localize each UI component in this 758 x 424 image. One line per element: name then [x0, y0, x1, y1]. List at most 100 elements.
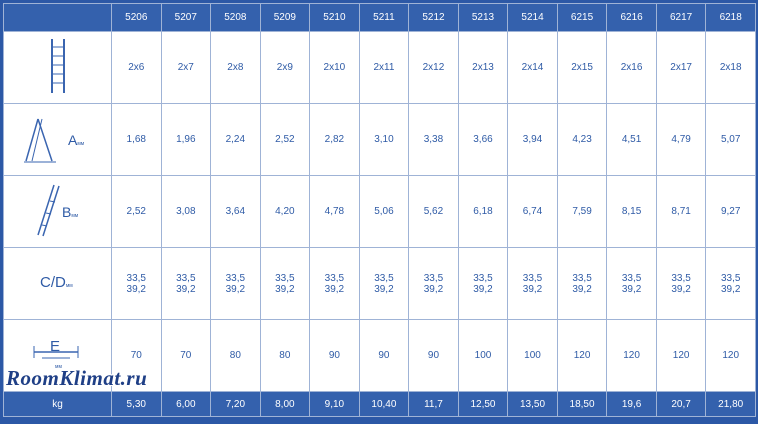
e-value: 100 — [507, 319, 558, 392]
weight-value: 9,10 — [309, 391, 360, 417]
weight-value: 18,50 — [556, 391, 608, 417]
weight-value: 21,80 — [705, 391, 756, 417]
model-6216: 6216 — [606, 3, 657, 32]
e-value: 100 — [457, 319, 509, 392]
weight-row: kg 5,30 6,00 7,20 8,00 9,10 10,40 11,7 1… — [3, 391, 756, 417]
a-value: 3,10 — [358, 103, 410, 176]
steps-value: 2x18 — [705, 31, 756, 104]
model-5214: 5214 — [507, 3, 558, 32]
header-corner — [3, 3, 112, 32]
model-5208: 5208 — [210, 3, 261, 32]
steps-value: 2x16 — [606, 31, 657, 104]
b-value: 2,52 — [111, 175, 162, 248]
steps-value: 2x6 — [111, 31, 162, 104]
cd-label-cell: C/Dмм — [3, 247, 112, 320]
steps-value: 2x13 — [457, 31, 509, 104]
e-value: 120 — [606, 319, 657, 392]
weight-value: 11,7 — [408, 391, 459, 417]
cd-row: C/Dмм 33,5 39,2 33,5 39,2 33,5 39,2 33,5 39,… — [3, 247, 756, 320]
a-value: 2,52 — [259, 103, 311, 176]
e-unit-label: мм — [55, 364, 62, 370]
cd-value: 33,5 39,2 — [408, 247, 459, 320]
steps-value: 2x12 — [408, 31, 459, 104]
weight-value: 5,30 — [111, 391, 162, 417]
a-value: 4,79 — [655, 103, 707, 176]
b-value: 4,78 — [309, 175, 360, 248]
e-value: 80 — [259, 319, 311, 392]
a-label-cell: Aмм — [3, 103, 112, 176]
steps-value: 2x15 — [556, 31, 608, 104]
steps-value: 2x8 — [210, 31, 261, 104]
b-label-cell: Bмм — [3, 175, 112, 248]
b-value: 5,06 — [358, 175, 410, 248]
e-value: 70 — [111, 319, 162, 392]
a-height-row: Aмм 1,68 1,96 2,24 2,52 2,82 3,10 3,38 3… — [3, 103, 756, 176]
steps-value: 2x14 — [507, 31, 558, 104]
e-value: 80 — [210, 319, 261, 392]
model-5207: 5207 — [160, 3, 212, 32]
b-value: 8,71 — [655, 175, 707, 248]
cd-value: 33,5 39,2 — [259, 247, 311, 320]
model-6215: 6215 — [556, 3, 608, 32]
a-value: 3,94 — [507, 103, 558, 176]
b-length-row: Bмм 2,52 3,08 3,64 4,20 4,78 5,06 5,62 6… — [3, 175, 756, 248]
e-value: 90 — [408, 319, 459, 392]
ladder-spec-table: 5206 5207 5208 5209 5210 5211 5212 5213 … — [3, 3, 756, 417]
a-value: 1,96 — [160, 103, 212, 176]
weight-value: 20,7 — [655, 391, 707, 417]
weight-label: kg — [3, 391, 112, 417]
steps-value: 2x10 — [309, 31, 360, 104]
b-value: 4,20 — [259, 175, 311, 248]
a-value: 4,23 — [556, 103, 608, 176]
steps-value: 2x7 — [160, 31, 212, 104]
a-value: 3,66 — [457, 103, 509, 176]
ladder-extended-icon — [37, 184, 60, 237]
e-dimension-label: E — [50, 338, 61, 355]
a-value: 2,24 — [210, 103, 261, 176]
b-value: 3,08 — [160, 175, 212, 248]
e-width-row: E мм 70 70 80 80 90 90 90 100 100 120 12… — [3, 319, 756, 392]
steps-label-cell — [3, 31, 112, 104]
model-5210: 5210 — [309, 3, 360, 32]
model-6218: 6218 — [705, 3, 756, 32]
steps-value: 2x11 — [358, 31, 410, 104]
e-value: 90 — [358, 319, 410, 392]
b-value: 7,59 — [556, 175, 608, 248]
cd-value: 33,5 39,2 — [556, 247, 608, 320]
cd-value: 33,5 39,2 — [457, 247, 509, 320]
e-value: 70 — [160, 319, 212, 392]
model-5211: 5211 — [358, 3, 410, 32]
cd-value: 33,5 39,2 — [655, 247, 707, 320]
model-5206: 5206 — [111, 3, 162, 32]
a-value: 2,82 — [309, 103, 360, 176]
model-5209: 5209 — [259, 3, 311, 32]
ladder-base-width-icon — [33, 346, 79, 359]
b-value: 3,64 — [210, 175, 261, 248]
e-label-cell: E мм — [3, 319, 112, 392]
cd-value: 33,5 39,2 — [507, 247, 558, 320]
steps-value: 2x9 — [259, 31, 311, 104]
a-dimension-label: Aмм — [68, 132, 85, 148]
ladder-a-frame-icon — [24, 118, 56, 163]
model-6217: 6217 — [655, 3, 707, 32]
weight-value: 13,50 — [507, 391, 558, 417]
steps-row: 2x6 2x7 2x8 2x9 2x10 2x11 2x12 2x13 2x14… — [3, 31, 756, 104]
b-value: 6,18 — [457, 175, 509, 248]
weight-value: 6,00 — [160, 391, 212, 417]
header-row: 5206 5207 5208 5209 5210 5211 5212 5213 … — [3, 3, 756, 32]
e-value: 120 — [556, 319, 608, 392]
model-5213: 5213 — [457, 3, 509, 32]
cd-value: 33,5 39,2 — [111, 247, 162, 320]
cd-value: 33,5 39,2 — [606, 247, 657, 320]
b-value: 6,74 — [507, 175, 558, 248]
a-value: 4,51 — [606, 103, 657, 176]
cd-dimension-label: C/Dмм — [40, 274, 73, 291]
cd-value: 33,5 39,2 — [160, 247, 212, 320]
a-value: 1,68 — [111, 103, 162, 176]
cd-value: 33,5 39,2 — [705, 247, 756, 320]
b-value: 8,15 — [606, 175, 657, 248]
e-value: 120 — [705, 319, 756, 392]
weight-value: 8,00 — [259, 391, 311, 417]
steps-value: 2x17 — [655, 31, 707, 104]
